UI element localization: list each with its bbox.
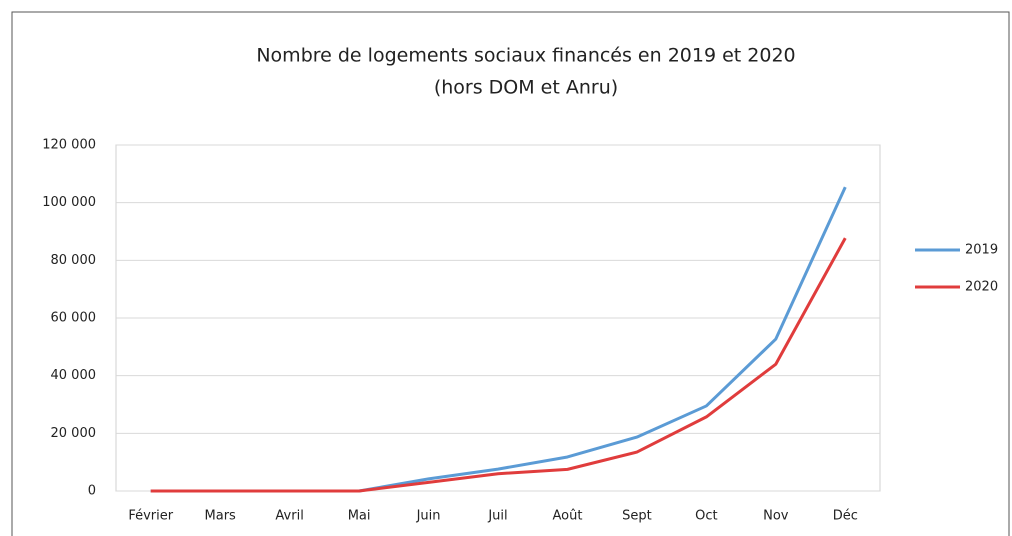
x-tick-label: Nov xyxy=(763,509,789,524)
y-tick-label: 100 000 xyxy=(42,195,96,210)
chart-subtitle: (hors DOM et Anru) xyxy=(434,77,618,99)
x-tick-label: Juil xyxy=(487,509,507,524)
y-tick-label: 120 000 xyxy=(42,138,96,153)
x-tick-label: Déc xyxy=(833,509,858,524)
x-tick-label: Oct xyxy=(695,509,717,524)
y-tick-label: 20 000 xyxy=(51,426,97,441)
y-tick-label: 0 xyxy=(88,484,96,499)
line-series xyxy=(150,237,847,493)
legend-label: 2020 xyxy=(965,280,998,295)
x-tick-label: Août xyxy=(552,509,582,524)
legend-label: 2019 xyxy=(965,243,998,258)
chart-title: Nombre de logements sociaux financés en … xyxy=(256,45,795,67)
x-tick-label: Juin xyxy=(416,509,441,524)
x-tick-label: Sept xyxy=(622,509,652,524)
chart-frame xyxy=(11,11,1010,536)
y-tick-label: 80 000 xyxy=(51,253,97,268)
x-tick-label: Mars xyxy=(205,509,237,524)
x-tick-label: Avril xyxy=(275,509,303,524)
y-tick-label: 40 000 xyxy=(51,368,97,383)
y-tick-label: 60 000 xyxy=(51,311,97,326)
x-tick-label: Mai xyxy=(348,509,371,524)
x-tick-label: Février xyxy=(128,509,173,524)
